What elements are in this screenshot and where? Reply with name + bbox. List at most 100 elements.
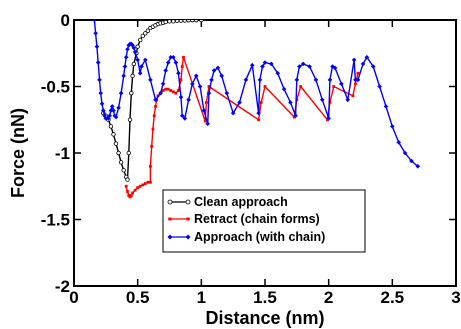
data-point	[186, 97, 191, 103]
data-point	[108, 124, 114, 129]
legend-label: Clean approach	[194, 195, 288, 209]
data-point	[307, 64, 312, 69]
data-point	[151, 127, 155, 131]
data-point	[345, 97, 351, 103]
data-point	[197, 84, 203, 89]
data-point	[199, 20, 204, 23]
y-tick-label: -2	[55, 277, 70, 296]
data-point	[370, 64, 376, 69]
data-point	[116, 150, 121, 156]
data-point	[332, 85, 336, 88]
data-point	[143, 182, 147, 185]
data-point	[137, 70, 143, 76]
data-point	[237, 100, 242, 105]
data-point	[145, 28, 151, 33]
legend-swatch-marker	[167, 199, 173, 205]
data-point	[126, 190, 129, 193]
data-point	[178, 94, 184, 100]
data-point	[176, 70, 181, 76]
data-point	[171, 20, 176, 24]
data-point	[118, 160, 124, 165]
data-point	[360, 61, 366, 67]
data-point	[383, 104, 389, 109]
data-point	[149, 164, 152, 168]
data-point	[402, 150, 408, 156]
data-point	[92, 20, 97, 23]
data-point	[269, 61, 274, 67]
data-point	[95, 60, 101, 65]
data-point	[260, 64, 265, 69]
data-point	[107, 113, 112, 119]
data-point	[327, 77, 333, 83]
data-point	[292, 115, 296, 119]
x-tick-label: 2.5	[381, 288, 405, 307]
series-0	[101, 20, 204, 182]
data-point	[136, 186, 140, 189]
legend: Clean approach Retract (chain forms) App…	[162, 189, 366, 253]
series-1	[124, 55, 360, 199]
data-point	[201, 108, 207, 113]
data-point	[132, 49, 138, 55]
data-point	[182, 55, 185, 59]
data-point	[149, 180, 152, 184]
data-point	[127, 117, 133, 122]
data-point	[116, 105, 121, 111]
data-point	[158, 90, 163, 96]
data-point	[165, 60, 171, 65]
data-point	[297, 64, 302, 69]
y-tick-label: -1	[55, 144, 70, 163]
data-point	[180, 65, 184, 68]
data-point	[148, 77, 153, 83]
data-point	[129, 90, 134, 96]
data-point	[121, 168, 126, 173]
data-point	[167, 20, 172, 24]
data-point	[256, 110, 261, 116]
data-point	[108, 108, 114, 113]
data-point	[141, 183, 145, 187]
data-point	[129, 41, 134, 47]
data-point	[275, 70, 281, 76]
data-point	[182, 116, 188, 121]
data-point	[332, 65, 338, 71]
data-point	[326, 116, 331, 121]
data-point	[125, 46, 130, 52]
data-point	[123, 54, 129, 60]
legend-swatch-marker	[186, 217, 190, 221]
data-point	[143, 31, 148, 36]
x-tick-label: 3	[451, 288, 460, 307]
series-line	[125, 56, 359, 198]
data-point	[209, 77, 214, 83]
data-point	[111, 108, 116, 113]
x-axis-title: Distance (nm)	[205, 308, 324, 328]
data-point	[415, 164, 421, 169]
data-point	[390, 124, 395, 129]
data-point	[118, 90, 124, 96]
legend-swatch-marker	[185, 199, 191, 205]
data-point	[259, 101, 263, 104]
data-point	[152, 114, 156, 118]
data-point	[160, 81, 166, 87]
data-point	[313, 77, 319, 83]
data-point	[215, 65, 221, 71]
data-point	[166, 87, 170, 91]
data-point	[281, 86, 287, 92]
data-point	[131, 61, 137, 67]
data-point	[138, 37, 143, 43]
data-point	[325, 118, 329, 122]
data-point	[177, 89, 180, 92]
x-tick-label: 2	[324, 288, 333, 307]
axis-ticks: 0 0.5 1 1.5 2 2.5 3 0 -0.5 -1 -1.5 -2	[41, 11, 461, 307]
data-point	[396, 140, 401, 145]
data-point	[409, 158, 414, 164]
data-point	[174, 91, 178, 95]
data-point	[354, 82, 357, 86]
series-2	[92, 20, 421, 169]
legend-item-retract: Retract (chain forms)	[168, 212, 320, 226]
legend-item-clean-approach: Clean approach	[167, 195, 288, 209]
data-point	[179, 78, 183, 82]
data-point	[328, 101, 332, 104]
data-point	[224, 90, 230, 96]
data-point	[351, 94, 355, 98]
data-point	[190, 20, 195, 23]
